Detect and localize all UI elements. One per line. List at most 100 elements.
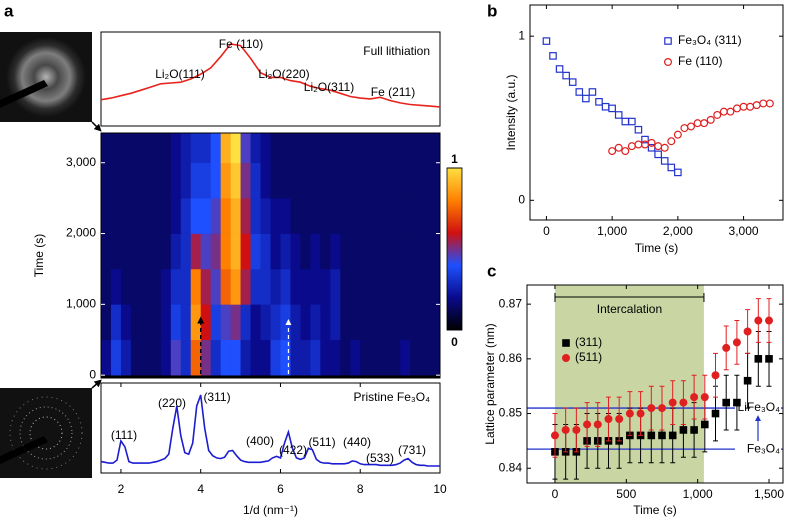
heatmap-cell <box>330 133 341 164</box>
data-point <box>549 52 557 60</box>
y-tick-label: 0.85 <box>499 406 523 420</box>
heatmap-cell <box>120 304 132 341</box>
data-point <box>615 415 624 424</box>
heatmap-cell <box>430 304 441 341</box>
heatmap-cell <box>190 133 202 164</box>
heatmap-cell <box>420 162 431 199</box>
heatmap-cell <box>410 268 421 305</box>
y-tick-label: 3,000 <box>66 155 96 169</box>
y-tick-label: 1 <box>518 28 525 42</box>
heatmap-cell <box>140 198 152 234</box>
heatmap-cell <box>270 133 281 164</box>
heatmap-cell <box>310 304 321 341</box>
heatmap-cell <box>400 268 411 305</box>
heatmap-cell <box>390 133 401 164</box>
heatmap-cell <box>170 133 182 164</box>
heatmap-cell <box>160 233 172 270</box>
region-label: Intercalation <box>597 302 662 316</box>
heatmap-cell <box>340 268 351 305</box>
heatmap-cell <box>180 339 192 376</box>
heatmap-cell <box>430 198 441 234</box>
heatmap-cell <box>380 162 391 199</box>
heatmap-cell <box>230 339 241 376</box>
heatmap-cell <box>230 268 241 305</box>
data-point <box>754 316 763 325</box>
plot-frame <box>526 284 784 484</box>
data-point <box>647 431 656 440</box>
x-tick-label: 1,500 <box>754 487 784 501</box>
legend-label: Fe₃O₄ (311) <box>678 33 742 47</box>
heatmap-cell <box>360 233 371 270</box>
heatmap-cell <box>140 268 152 305</box>
data-point <box>690 393 699 402</box>
data-point <box>759 99 768 108</box>
data-point <box>634 140 643 149</box>
x-axis-label: Time (s) <box>635 241 679 255</box>
data-point <box>608 147 617 156</box>
data-point <box>582 94 590 103</box>
spectrum-line <box>100 43 441 108</box>
heatmap-cell <box>410 233 421 270</box>
colorbar-tick-label: 1 <box>451 152 458 166</box>
heatmap-cell <box>160 268 172 305</box>
x-tick-label: 4 <box>197 482 204 496</box>
data-point <box>679 426 688 434</box>
heatmap-cell <box>320 268 331 305</box>
heatmap-cell <box>180 198 192 234</box>
reference-label: LiFe₃O₄ <box>738 400 781 414</box>
heatmap-cell <box>430 339 441 376</box>
heatmap-cell <box>130 198 142 234</box>
y-tick-label: 0.87 <box>499 296 523 310</box>
data-point <box>732 104 741 113</box>
heatmap-cell <box>150 162 162 199</box>
data-point <box>667 163 676 172</box>
heatmap-cell <box>380 233 391 270</box>
heatmap-cell <box>350 133 361 164</box>
heatmap-cell <box>300 304 311 341</box>
legend-marker <box>663 57 672 66</box>
plot-frame <box>100 382 441 474</box>
x-tick-label: 2,000 <box>663 224 693 238</box>
heatmap-cell <box>230 233 241 270</box>
heatmap-cell <box>200 339 211 376</box>
heatmap-cell <box>240 198 251 234</box>
heatmap-cell <box>340 133 351 164</box>
heatmap-cell <box>180 233 192 270</box>
data-point <box>686 122 695 131</box>
heatmap-cell <box>370 133 381 164</box>
heatmap-cell <box>340 162 351 199</box>
heatmap-cell <box>270 162 281 199</box>
heatmap-cell <box>170 162 182 199</box>
heatmap-cell <box>250 162 261 199</box>
y-tick-label: 0.84 <box>499 460 523 474</box>
heatmap-cell <box>160 339 172 376</box>
heatmap-cell <box>290 233 301 270</box>
region-bracket <box>554 293 705 302</box>
data-point <box>550 431 559 440</box>
heatmap-cell <box>400 162 411 199</box>
heatmap-cell <box>210 133 221 164</box>
data-point <box>647 404 656 413</box>
peak-label: (731) <box>398 443 426 457</box>
heatmap-cell <box>370 339 381 376</box>
data-point <box>627 142 636 151</box>
heatmap-cell <box>370 233 381 270</box>
legend-label: (311) <box>575 335 602 349</box>
heatmap-cell <box>280 133 291 164</box>
data-point <box>679 398 688 407</box>
data-point <box>654 142 663 151</box>
heatmap-cell <box>220 162 231 199</box>
heatmap-cell <box>260 233 271 270</box>
data-point <box>765 99 774 108</box>
data-point <box>562 71 570 80</box>
data-point <box>739 102 748 111</box>
heatmap-cell <box>370 198 381 234</box>
heatmap-cell <box>140 162 152 199</box>
y-axis-label: Time (s) <box>32 234 46 278</box>
heatmap-cell <box>430 233 441 270</box>
data-point <box>765 355 773 363</box>
heatmap-cell <box>320 339 331 376</box>
data-point <box>555 65 564 73</box>
data-point <box>743 376 752 385</box>
data-point <box>719 107 728 116</box>
